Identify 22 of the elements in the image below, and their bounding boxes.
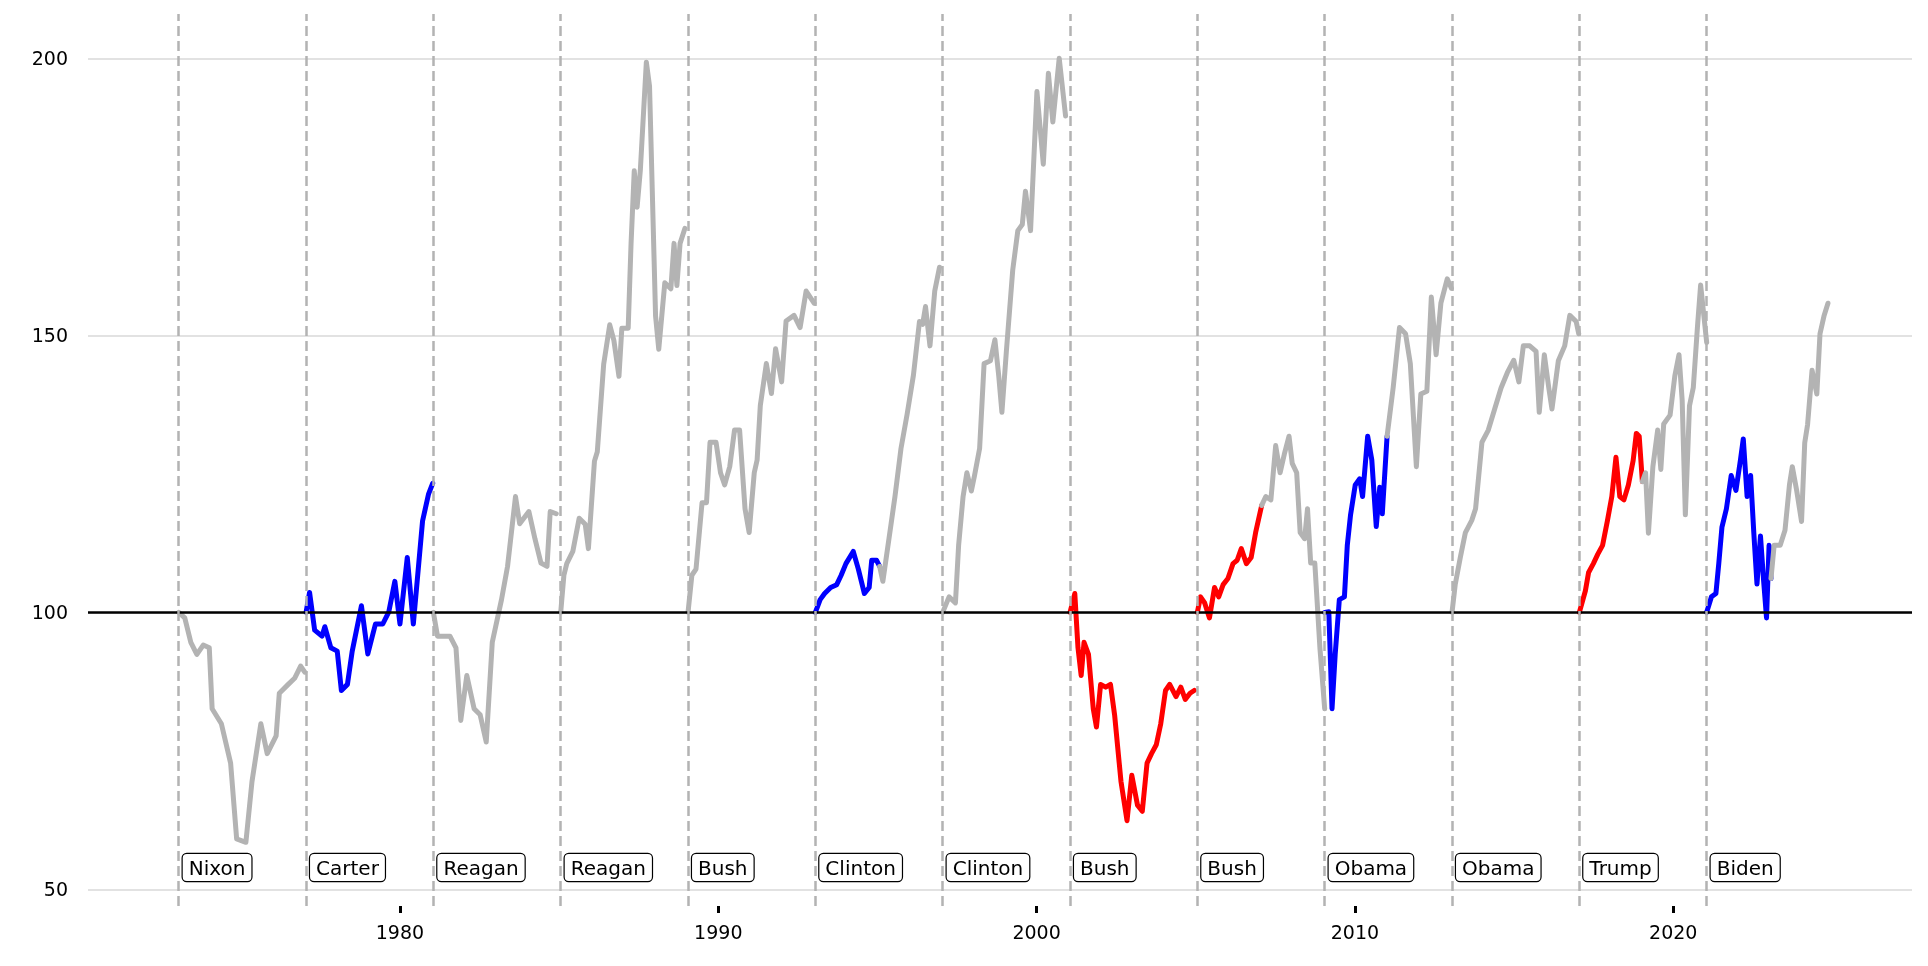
x-tick-label: 2010 bbox=[1330, 920, 1380, 943]
ref-line-label: Biden bbox=[1716, 856, 1774, 880]
ref-line-label: Clinton bbox=[952, 856, 1024, 880]
ref-line-label: Clinton bbox=[825, 856, 896, 880]
ref-line-label: Bush bbox=[1080, 856, 1130, 880]
x-tick-label: 1990 bbox=[694, 920, 743, 943]
y-tick-label: 200 bbox=[31, 47, 68, 70]
ref-line-label: Bush bbox=[1207, 856, 1257, 880]
y-tick-label: 100 bbox=[31, 601, 68, 624]
x-tick-label: 1980 bbox=[375, 920, 425, 943]
y-tick-label: 50 bbox=[43, 878, 68, 901]
ref-line-label: Bush bbox=[698, 856, 748, 880]
ref-line-label: Reagan bbox=[570, 856, 646, 880]
ref-line-label: Nixon bbox=[188, 856, 246, 880]
ref-line-label: Obama bbox=[1334, 856, 1408, 880]
x-tick-label: 2020 bbox=[1649, 920, 1698, 943]
ref-line-label: Obama bbox=[1462, 856, 1535, 880]
y-tick-label: 150 bbox=[31, 324, 68, 347]
ref-line-label: Reagan bbox=[443, 856, 519, 880]
ref-line-label: Carter bbox=[316, 856, 380, 880]
x-tick-label: 2000 bbox=[1012, 920, 1061, 943]
ref-line-label: Trump bbox=[1588, 856, 1652, 880]
